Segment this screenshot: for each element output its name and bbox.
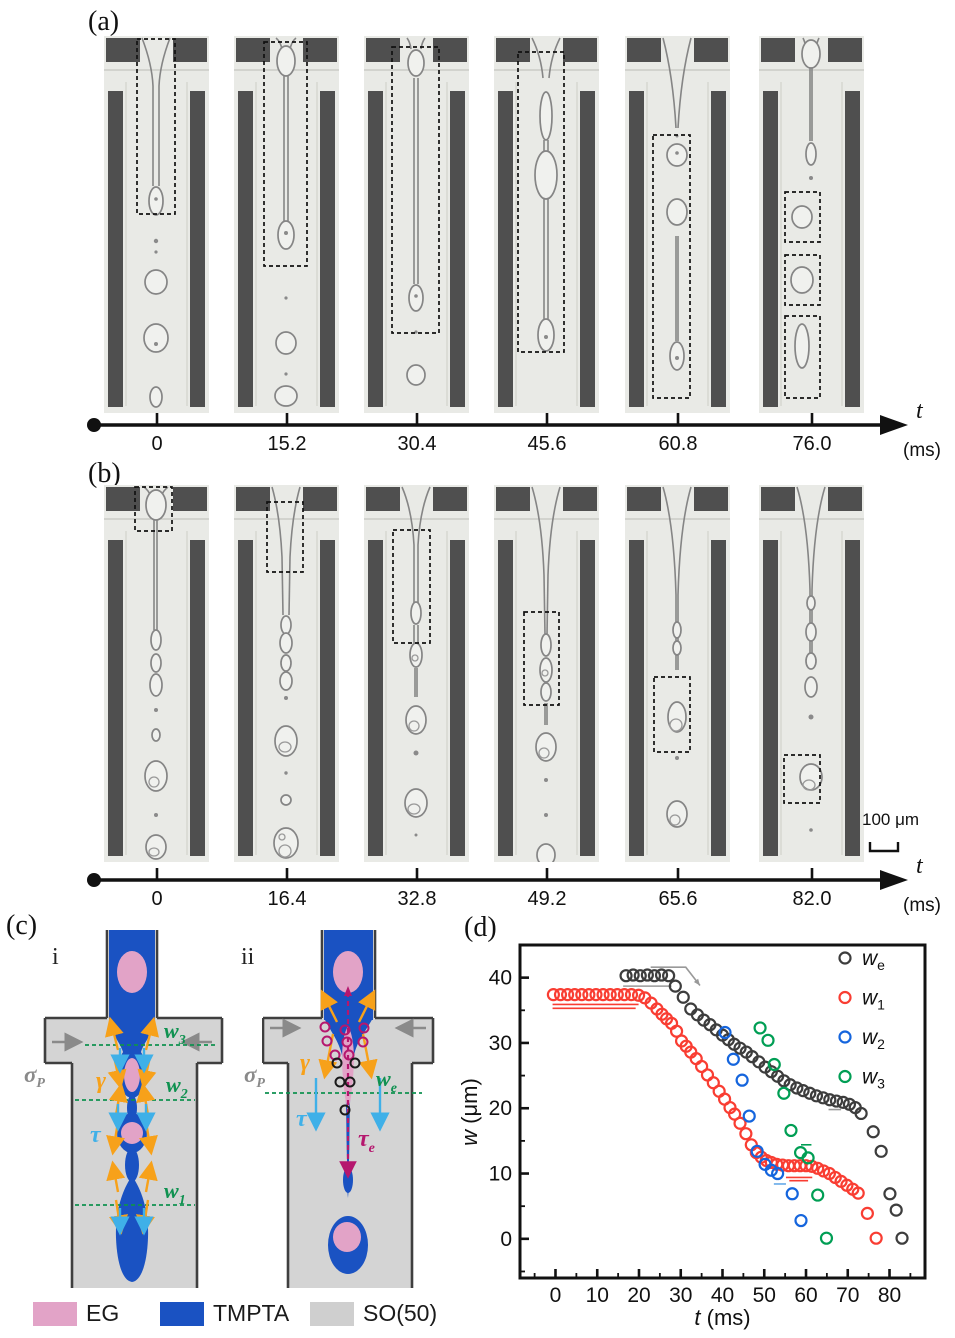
panel-b-label: (b) [88,458,121,489]
time-axis-b: 0 16.4 32.8 49.2 65.6 82.0 [87,868,908,910]
svg-text:40: 40 [711,1284,734,1307]
micrograph-frame-b-1 [234,485,339,862]
schematic-i-label: i [52,944,59,970]
time-axis-b-symbol: t [916,853,923,879]
svg-text:0: 0 [151,888,162,910]
gamma-label-i: γ [96,1068,106,1094]
w3-label: w3 [164,1018,186,1048]
eg-legend-label: EG [86,1300,120,1326]
tau-e-arrowhead-up [344,986,352,996]
svg-text:0: 0 [500,1228,512,1251]
svg-text:60.8: 60.8 [659,433,698,455]
svg-text:20: 20 [627,1284,650,1307]
svg-text:49.2: 49.2 [528,888,567,910]
svg-text:30: 30 [669,1284,692,1307]
panel-d-label: (d) [464,912,497,943]
series-w_e [619,968,909,1245]
svg-text:20: 20 [489,1097,512,1120]
panel-a-label: (a) [88,6,120,37]
x-axis-title: t (ms) [694,1305,750,1330]
svg-text:50: 50 [753,1284,776,1307]
legend-marker-w_2 [838,1030,852,1044]
schematic-ii-label: ii [241,944,255,970]
sigma-p-label-i: σP [24,1062,45,1091]
scale-bar [868,842,900,853]
eg-swatch [33,1301,77,1326]
micrograph-frame-b-3 [494,485,599,862]
time-axis-a-symbol: t [916,398,923,424]
svg-text:30.4: 30.4 [398,433,437,455]
so50-legend-label: SO(50) [363,1300,438,1326]
micrograph-frame-a-1 [234,36,339,413]
legend-label-w_3: w3 [862,1066,885,1092]
schematic-i: w3 w2 w1 γ τ [43,930,224,1288]
schematic-ii: γ we τ τe [262,930,435,1288]
tmpta-swatch [160,1301,204,1326]
tau-arrows-i [108,1048,156,1236]
scale-bar-label: 100 μm [862,810,920,829]
tau-label-i: τ [90,1122,102,1148]
time-axis-b-unit: (ms) [903,895,941,916]
legend-marker-w_1 [838,990,852,1005]
series-w_3 [753,1021,834,1245]
micrograph-frame-a-5 [759,36,864,413]
svg-text:70: 70 [836,1284,859,1307]
channel-walls-ii [262,930,435,1288]
micrograph-frame-b-5 [759,485,864,862]
tau-label-ii: τ [296,1106,308,1132]
y-axis-title: w (μm) [460,1078,482,1146]
svg-text:0: 0 [550,1284,562,1307]
micrograph-frame-b-4 [625,485,730,862]
w1-label: w1 [164,1178,186,1208]
w2-label: w2 [166,1072,188,1102]
legend-item-tmpta: TMPTA [160,1300,289,1327]
legend-label-w_2: w2 [862,1026,885,1052]
svg-text:76.0: 76.0 [793,433,832,455]
tracer-circles-black [331,1057,361,1116]
micrograph-frame-b-2 [364,485,469,862]
legend-marker-w_e [838,951,852,965]
svg-text:30: 30 [489,1032,512,1055]
svg-text:80: 80 [878,1284,901,1307]
tau-e-label: τe [358,1126,375,1156]
micrograph-frame-a-3 [494,36,599,413]
micrograph-frame-a-2 [364,36,469,413]
legend-marker-w_3 [838,1069,852,1084]
panel-c-label: (c) [6,910,38,941]
we-label: we [376,1066,397,1096]
svg-text:60: 60 [794,1284,817,1307]
gamma-label-ii: γ [300,1050,310,1076]
svg-text:15.2: 15.2 [268,433,307,455]
svg-text:40: 40 [489,967,512,990]
tau-arrows-ii [306,1078,390,1132]
legend-label-w_e: we [862,947,885,973]
svg-text:45.6: 45.6 [528,433,567,455]
svg-text:16.4: 16.4 [268,888,307,910]
channel-walls-i [43,930,224,1288]
svg-text:65.6: 65.6 [659,888,698,910]
so50-swatch [310,1301,354,1326]
tmpta-legend-label: TMPTA [213,1300,290,1326]
svg-text:10: 10 [489,1163,512,1186]
svg-text:82.0: 82.0 [793,888,832,910]
svg-text:0: 0 [151,433,162,455]
micrograph-frame-b-0 [104,485,209,862]
series-w_2 [718,1025,808,1228]
legend-item-eg: EG [33,1300,119,1327]
sigma-p-label-ii: σP [244,1062,265,1091]
svg-text:10: 10 [586,1284,609,1307]
legend-item-so50: SO(50) [310,1300,437,1327]
micrograph-frame-a-4 [625,36,730,413]
time-axis-a-unit: (ms) [903,440,941,461]
svg-text:32.8: 32.8 [398,888,437,910]
width-lines-i [75,1044,215,1206]
micrograph-frame-a-0 [104,36,209,413]
time-axis-a: 0 15.2 30.4 45.6 60.8 76.0 [87,413,908,455]
legend-label-w_1: w1 [862,987,885,1013]
